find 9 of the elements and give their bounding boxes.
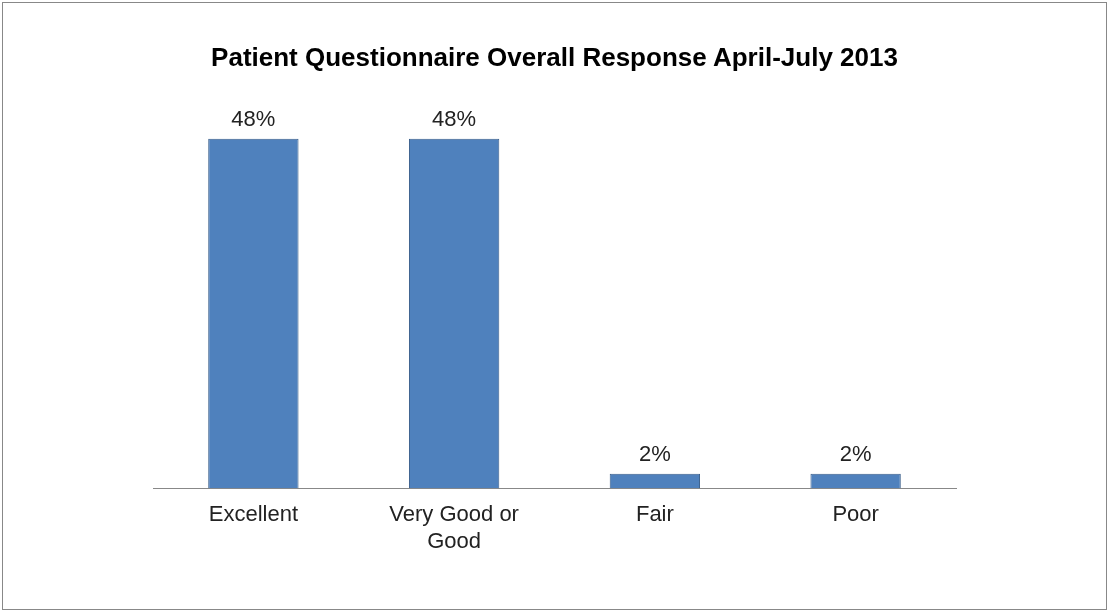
x-tick-label: Excellent <box>208 501 299 527</box>
x-tick-label: Fair <box>635 501 674 527</box>
x-tick-label: Poor <box>832 501 879 527</box>
chart-title: Patient Questionnaire Overall Response April-July 2013 <box>211 41 898 72</box>
data-label: 48% <box>231 105 276 131</box>
x-tick-label: Very Good or Good <box>389 501 519 553</box>
data-label: 2% <box>839 440 872 466</box>
data-label: 2% <box>638 440 671 466</box>
data-label: 48% <box>432 105 477 131</box>
